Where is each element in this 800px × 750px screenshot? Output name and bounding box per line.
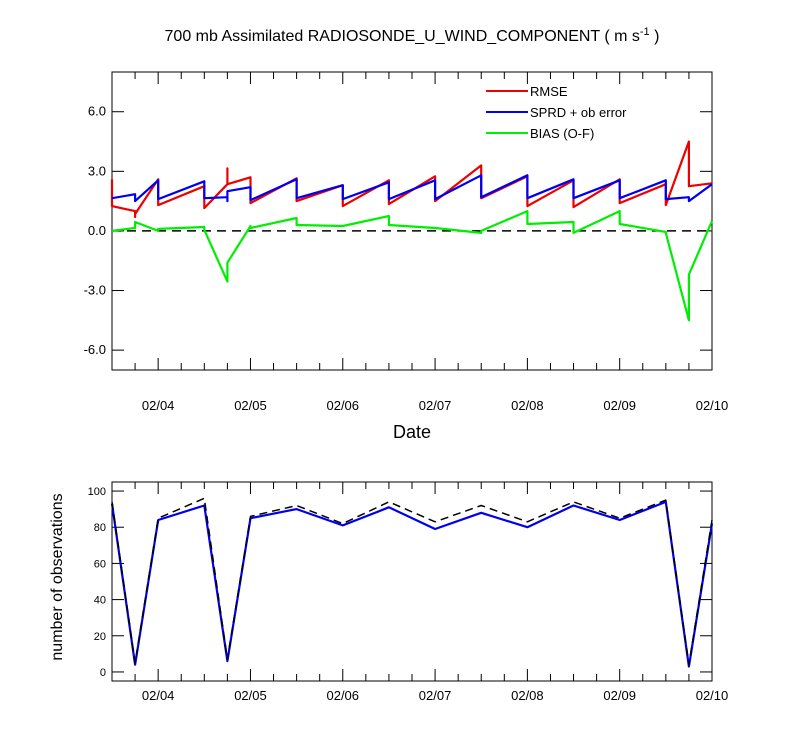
bottom-y-tick-label: 80 bbox=[94, 522, 106, 534]
top-y-tick-label: 3.0 bbox=[88, 163, 106, 178]
top-series-sprd-ob-error bbox=[111, 174, 713, 203]
top-x-tick-label: 02/09 bbox=[603, 398, 636, 413]
top-chart: 700 mb Assimilated RADIOSONDE_U_WIND_COM… bbox=[84, 26, 729, 442]
legend-label-rmse: RMSE bbox=[530, 84, 568, 99]
bottom-y-tick-label: 0 bbox=[100, 667, 106, 679]
bottom-plot-area: 02/04 02/05 02/06 02/07 02/08 02/09 02/10 0 20 40… bbox=[88, 481, 729, 703]
top-x-tick-label: 02/10 bbox=[696, 398, 729, 413]
bottom-x-tick-label: 02/06 bbox=[326, 688, 359, 703]
top-y-tick-label: -3.0 bbox=[84, 283, 106, 298]
top-x-tick-label: 02/04 bbox=[142, 398, 175, 413]
top-x-tick-label: 02/06 bbox=[326, 398, 359, 413]
bottom-chart-ylabel: number of observations bbox=[49, 493, 66, 660]
top-chart-xlabel: Date bbox=[393, 422, 431, 442]
bottom-chart: 02/04 02/05 02/06 02/07 02/08 02/09 02/10 0 20 40… bbox=[49, 481, 729, 703]
top-y-tick-label: 6.0 bbox=[88, 104, 106, 119]
top-x-tick-label: 02/08 bbox=[511, 398, 544, 413]
legend: RMSE SPRD + ob error BIAS (O-F) bbox=[486, 84, 627, 141]
bottom-x-tick-label: 02/08 bbox=[511, 688, 544, 703]
top-x-tick-label: 02/07 bbox=[419, 398, 452, 413]
top-series-rmse bbox=[110, 140, 713, 219]
bottom-y-tick-label: 60 bbox=[94, 558, 106, 570]
bottom-y-tick-label: 40 bbox=[94, 595, 106, 607]
bottom-y-tick-label: 100 bbox=[88, 486, 106, 498]
bottom-series-observations-used bbox=[110, 500, 714, 668]
top-x-tick-label: 02/05 bbox=[234, 398, 267, 413]
legend-label-bias: BIAS (O-F) bbox=[530, 126, 594, 141]
legend-label-sprd: SPRD + ob error bbox=[530, 105, 627, 120]
bottom-x-tick-label: 02/05 bbox=[234, 688, 267, 703]
top-chart-title-superscript: -1 bbox=[640, 26, 650, 38]
top-y-tick-label: 0.0 bbox=[88, 223, 106, 238]
top-plot-area: 02/04 02/05 02/06 02/07 02/08 02/09 02/10 -6.0 -… bbox=[84, 71, 729, 413]
bottom-x-tick-label: 02/07 bbox=[419, 688, 452, 703]
bottom-y-tick-label: 20 bbox=[94, 631, 106, 643]
bottom-x-tick-label: 02/10 bbox=[696, 688, 729, 703]
top-series-bias-o-f bbox=[111, 210, 714, 322]
bottom-x-tick-label: 02/09 bbox=[603, 688, 636, 703]
bottom-series-observations-possible bbox=[111, 497, 713, 666]
top-chart-title: 700 mb Assimilated RADIOSONDE_U_WIND_COM… bbox=[165, 26, 660, 45]
top-y-tick-label: -6.0 bbox=[84, 342, 106, 357]
bottom-x-tick-label: 02/04 bbox=[142, 688, 175, 703]
top-chart-title-suffix: ) bbox=[650, 28, 660, 45]
